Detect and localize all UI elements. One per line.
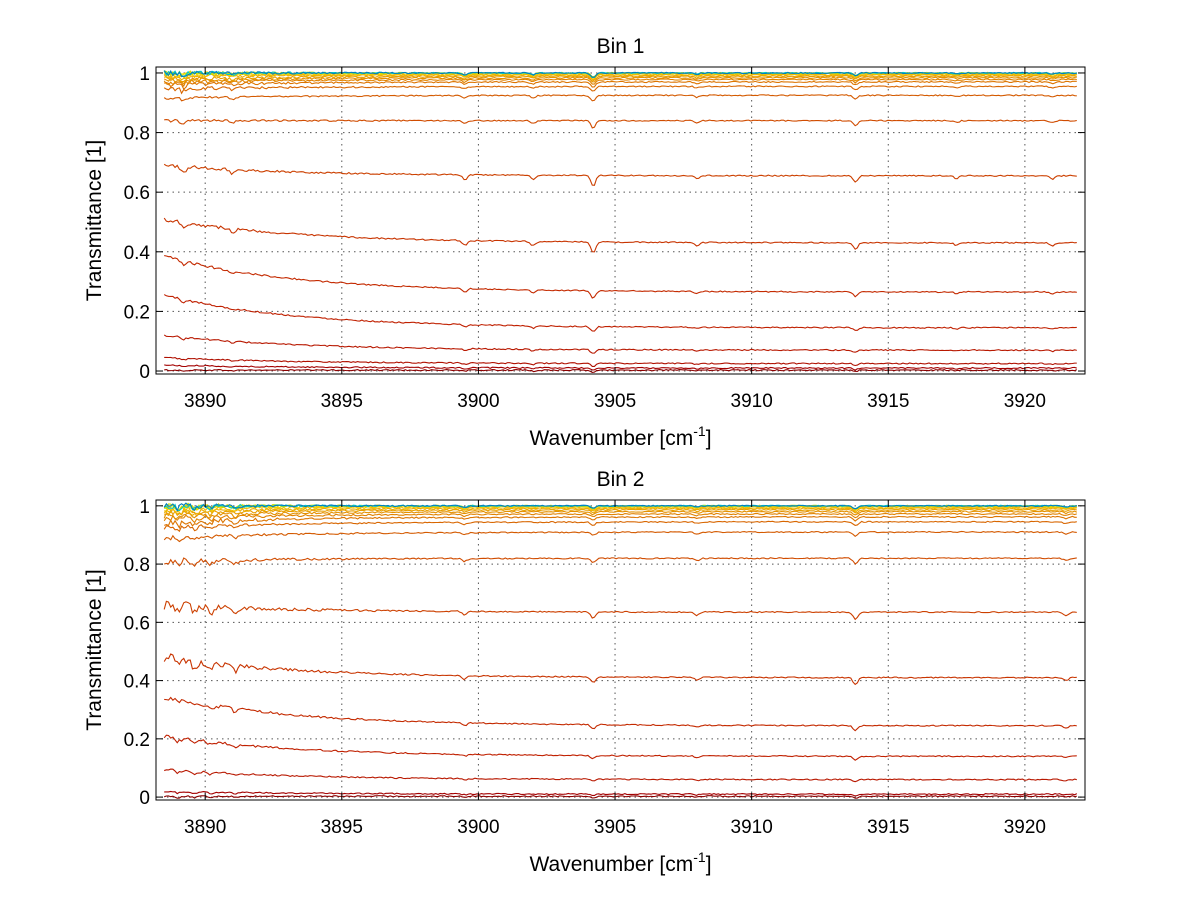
y-tick-label: 0.4 [124, 672, 151, 693]
series-line [164, 356, 1077, 367]
axes-frame-bin-2 [155, 499, 1086, 801]
y-tick-label: 0.2 [124, 730, 150, 751]
x-tick-label: 3890 [184, 391, 226, 412]
series-line [163, 163, 1077, 186]
x-axis-label-close: ] [706, 427, 712, 450]
x-tick-label: 3900 [457, 391, 499, 412]
series-line [164, 515, 1077, 530]
series-line [163, 734, 1077, 761]
y-tick-label: 1 [139, 497, 150, 518]
y-tick-label: 0.4 [124, 243, 151, 264]
series-line [163, 520, 1077, 533]
y-tick-label: 0.8 [124, 555, 150, 576]
series-line [163, 217, 1077, 253]
series-line [163, 85, 1077, 95]
series-line [164, 368, 1078, 373]
series-line [163, 76, 1077, 85]
series-line [164, 768, 1077, 783]
series-line [164, 696, 1077, 732]
y-tick-label: 0 [139, 788, 150, 809]
x-tick-label: 3920 [1004, 817, 1046, 838]
series-line [164, 118, 1077, 129]
x-tick-label: 3915 [867, 391, 909, 412]
series-line [164, 557, 1077, 568]
x-axis-label-superscript: -1 [693, 849, 706, 865]
x-axis-label-main: Wavenumber [cm [529, 427, 693, 450]
x-tick-label: 3915 [867, 817, 909, 838]
series-line [164, 75, 1077, 83]
x-axis-label-main: Wavenumber [cm [529, 853, 693, 876]
x-tick-label: 3890 [184, 817, 226, 838]
series-line [163, 69, 1077, 78]
y-tick-label: 0.8 [124, 124, 150, 145]
ticks-bin-1: 3890 3895 3900 3905 3910 3915 3920 0 0.2 0.4 0.6 0.… [124, 64, 1085, 412]
x-tick-label: 3905 [594, 817, 636, 838]
chart-bin-2: 3890 3895 3900 3905 3910 3915 3920 0 0.2 0.4 0.6 0.… [83, 468, 1086, 876]
series-line [164, 364, 1077, 371]
chart-title-bin-1: Bin 1 [597, 35, 645, 58]
x-tick-label: 3905 [594, 391, 636, 412]
series-line [163, 502, 1077, 512]
series-bin-2 [163, 502, 1078, 799]
y-tick-label: 0.6 [124, 183, 150, 204]
y-tick-label: 1 [139, 64, 150, 85]
x-tick-label: 3910 [731, 817, 773, 838]
series-line [163, 294, 1077, 332]
chart-bin-1: 3890 3895 3900 3905 3910 3915 3920 0 0.2 0.4 0.6 0.… [83, 35, 1086, 450]
series-line [163, 94, 1077, 102]
x-tick-label: 3895 [321, 391, 363, 412]
ticks-bin-2: 3890 3895 3900 3905 3910 3915 3920 0 0.2 0.4 0.6 0.… [124, 497, 1085, 838]
x-tick-label: 3910 [731, 391, 773, 412]
axes-frame-bin-1 [155, 66, 1086, 375]
series-bin-1 [163, 69, 1078, 373]
x-axis-label-close: ] [706, 853, 712, 876]
y-tick-label: 0 [139, 362, 150, 383]
series-line [164, 795, 1077, 799]
series-line [163, 530, 1077, 543]
series-line [163, 507, 1077, 516]
series-line [163, 78, 1077, 88]
y-tick-label: 0.6 [124, 613, 150, 634]
x-tick-label: 3920 [1004, 391, 1046, 412]
series-line [164, 255, 1077, 299]
y-axis-label-bin-2: Transmittance [1] [83, 569, 106, 730]
x-tick-label: 3895 [321, 817, 363, 838]
series-line [164, 790, 1078, 797]
y-tick-label: 0.2 [124, 302, 150, 323]
series-line [163, 600, 1077, 621]
series-line [163, 653, 1077, 686]
x-tick-label: 3900 [457, 817, 499, 838]
chart-title-bin-2: Bin 2 [597, 468, 645, 491]
series-line [164, 80, 1077, 91]
series-line [163, 508, 1077, 518]
series-line [163, 512, 1077, 524]
x-axis-label-bin-1: Wavenumber [cm-1] [529, 423, 711, 450]
x-axis-label-bin-2: Wavenumber [cm-1] [529, 849, 711, 876]
y-axis-label-bin-1: Transmittance [1] [83, 140, 106, 301]
x-axis-label-superscript: -1 [693, 423, 706, 439]
series-line [163, 510, 1078, 520]
series-line [163, 334, 1077, 354]
grid-bin-2 [156, 500, 1085, 800]
